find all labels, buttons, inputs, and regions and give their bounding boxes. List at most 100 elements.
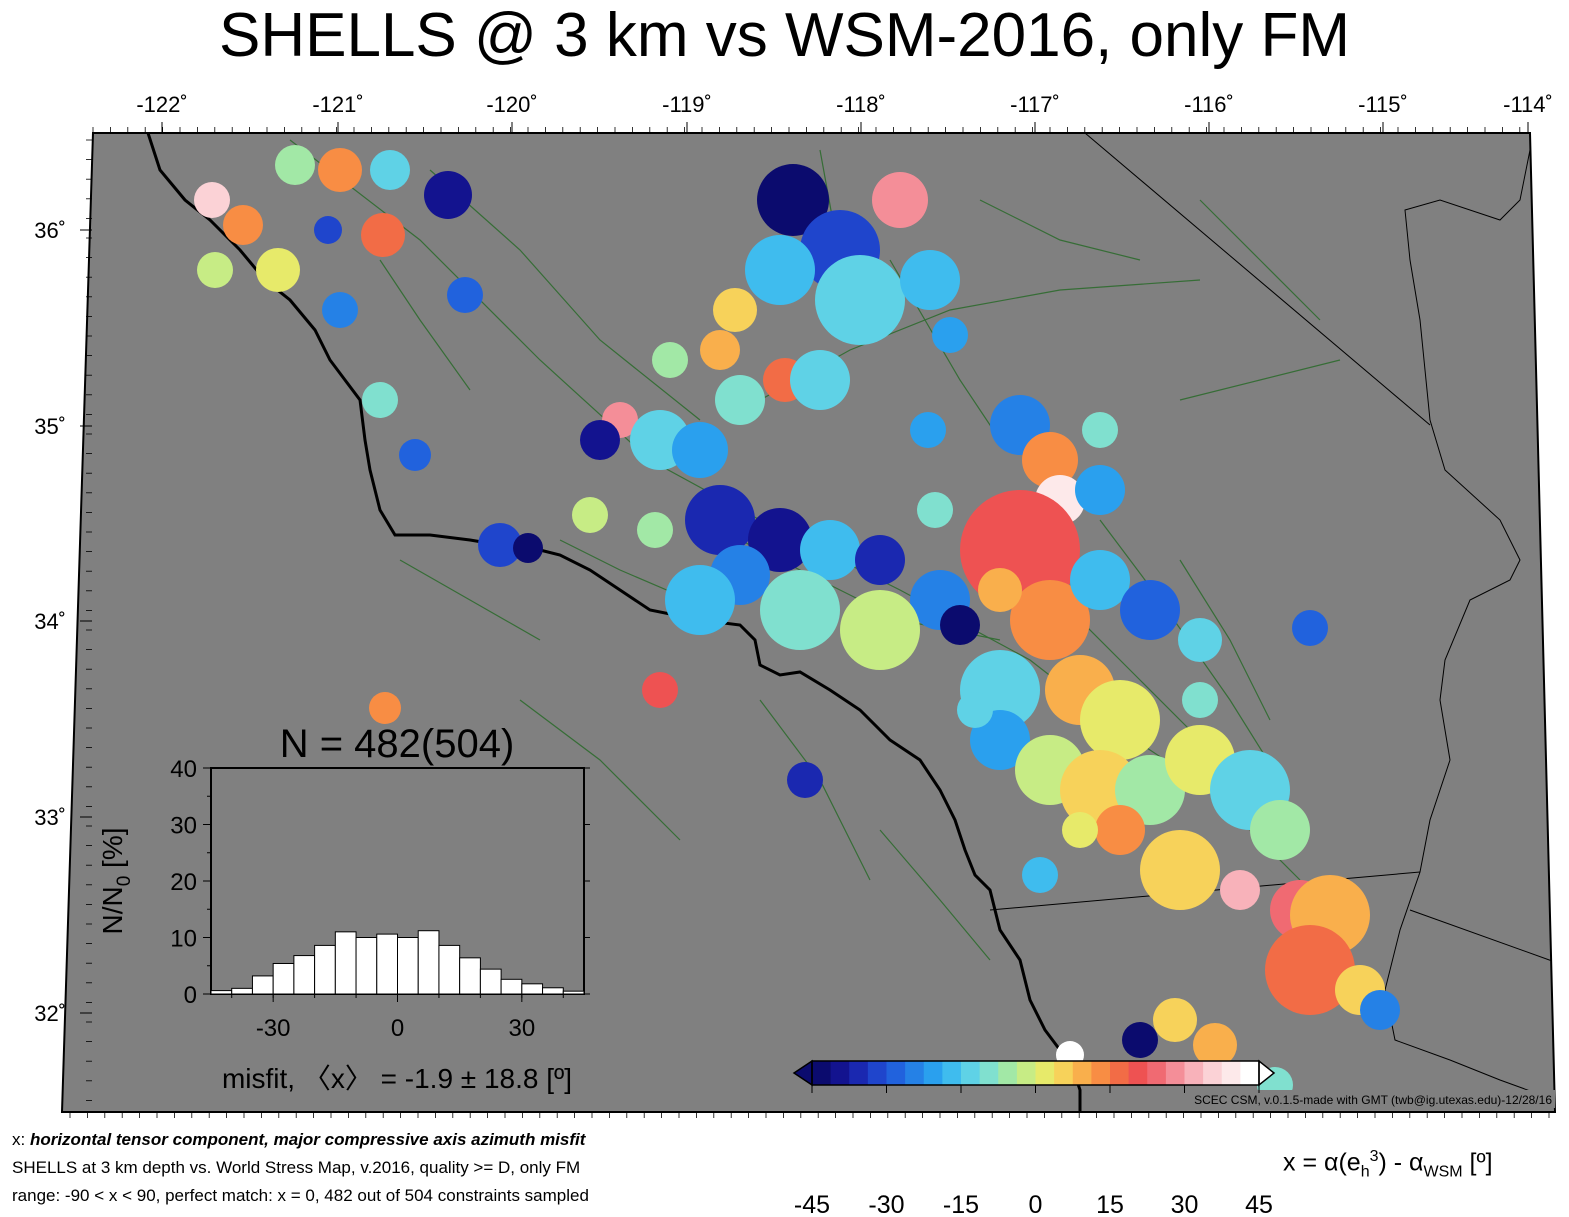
misfit-patch (932, 317, 968, 353)
misfit-patch (362, 382, 398, 418)
colorbar-cell (1240, 1061, 1260, 1085)
longitude-tick-label: -118˚ (836, 92, 886, 117)
colorbar-cell (867, 1061, 887, 1085)
histogram-bar (314, 944, 336, 995)
misfit-color-patches (194, 145, 1400, 1103)
histogram-bar (251, 975, 274, 995)
misfit-patch (1265, 925, 1355, 1015)
colorbar-cell (1221, 1061, 1241, 1085)
misfit-patch (672, 422, 728, 478)
histogram-bar (438, 944, 461, 995)
misfit-patch (1140, 830, 1220, 910)
misfit-patch (713, 288, 757, 332)
misfit-patch (424, 171, 472, 219)
misfit-patch (1095, 805, 1145, 855)
misfit-patch (840, 590, 920, 670)
misfit-patch (1080, 680, 1160, 760)
map-ticks (69, 122, 1550, 1118)
histogram-bar (231, 987, 253, 995)
histogram-inset: N = 482(504) 0 10 20 30 40 -30 0 30 N/N0 [%] mi… (97, 722, 590, 1094)
histogram-bar (334, 931, 357, 995)
colorbar-label: x = α(eh3) - αWSM [º] (1283, 1148, 1493, 1181)
misfit-patch (572, 497, 608, 533)
histogram-ylabel: N/N0 [%] (97, 827, 135, 934)
histogram-ytick-label: 10 (170, 926, 197, 953)
latitude-tick-label: 33˚ (34, 805, 66, 830)
longitude-tick-label: -122˚ (136, 92, 187, 117)
misfit-patch (787, 762, 823, 798)
misfit-patch (275, 145, 315, 185)
misfit-patch (197, 252, 233, 288)
map-title: SHELLS @ 3 km vs WSM-2016, only FM (218, 1, 1350, 70)
longitude-tick-label: -120˚ (486, 92, 537, 117)
histogram-bar (500, 978, 523, 995)
colorbar-cell (1016, 1061, 1036, 1085)
colorbar-cell (923, 1061, 943, 1085)
misfit-patch (665, 565, 735, 635)
longitude-tick-label: -116˚ (1184, 92, 1234, 117)
misfit-patch (917, 492, 953, 528)
misfit-patch (370, 150, 410, 190)
misfit-patch (760, 570, 840, 650)
misfit-patch (314, 216, 342, 244)
misfit-patch (757, 164, 829, 236)
misfit-patch (1010, 580, 1090, 660)
histogram-bar (479, 968, 502, 995)
longitude-tick-label: -115˚ (1358, 92, 1408, 117)
histogram-bars (210, 930, 585, 995)
colorbar-tick-label: -45 (794, 1191, 830, 1217)
misfit-patch (1075, 465, 1125, 515)
misfit-patch (1153, 998, 1197, 1042)
misfit-patch (513, 533, 543, 563)
colorbar-tick-label: -30 (868, 1191, 904, 1217)
colorbar-cell (1203, 1061, 1223, 1085)
misfit-patch (685, 485, 755, 555)
misfit-patch (978, 568, 1022, 612)
misfit-patch (957, 692, 993, 728)
misfit-patch (815, 255, 905, 345)
histogram-bar (210, 990, 233, 995)
colorbar-cell (979, 1061, 999, 1085)
latitude-labels: 36˚ 35˚ 34˚ 33˚ 32˚ (34, 218, 66, 1026)
histogram-ytick-label: 20 (170, 869, 197, 896)
misfit-patch (637, 512, 673, 548)
histogram-axes: 0 10 20 30 40 -30 0 30 (170, 756, 590, 1042)
misfit-patch (1022, 857, 1058, 893)
histogram-bar (272, 962, 295, 995)
misfit-patch (256, 248, 300, 292)
misfit-patch (1360, 990, 1400, 1030)
misfit-patch (1082, 412, 1118, 448)
misfit-patch (1182, 682, 1218, 718)
colorbar-cell (1184, 1061, 1204, 1085)
misfit-patch (855, 535, 905, 585)
colorbar-cell (1091, 1061, 1111, 1085)
histogram-bar (397, 937, 419, 995)
latitude-tick-label: 35˚ (34, 414, 66, 439)
colorbar: -45 -30 -15 0 15 30 45 (792, 1059, 1276, 1217)
colorbar-cell (830, 1061, 850, 1085)
latitude-tick-label: 36˚ (34, 218, 66, 243)
misfit-patch (715, 375, 765, 425)
colorbar-tick-label: 45 (1245, 1191, 1273, 1217)
longitude-tick-label: -114˚ (1503, 92, 1553, 117)
misfit-patch (361, 213, 405, 257)
colorbar-cell (1035, 1061, 1055, 1085)
misfit-patch (910, 412, 946, 448)
colorbar-tick-label: -15 (943, 1191, 979, 1217)
colorbar-cell (1165, 1061, 1185, 1085)
misfit-patch (940, 605, 980, 645)
map-credit: SCEC CSM, v.0.1.5-made with GMT (twb@ig.… (1194, 1093, 1552, 1107)
misfit-patch (872, 172, 928, 228)
longitude-tick-label: -119˚ (662, 92, 712, 117)
misfit-patch (1178, 618, 1222, 662)
misfit-patch (700, 330, 740, 370)
longitude-labels: -122˚ -121˚ -120˚ -119˚ -118˚ -117˚ -116˚ -115˚… (136, 92, 1553, 117)
misfit-patch (1062, 812, 1098, 848)
colorbar-cell (1072, 1061, 1092, 1085)
misfit-patch (800, 520, 860, 580)
longitude-tick-label: -121˚ (312, 92, 363, 117)
misfit-patch (1193, 1023, 1237, 1067)
caption-line-2: SHELLS at 3 km depth vs. World Stress Ma… (12, 1158, 581, 1177)
histogram-bar (293, 955, 316, 995)
